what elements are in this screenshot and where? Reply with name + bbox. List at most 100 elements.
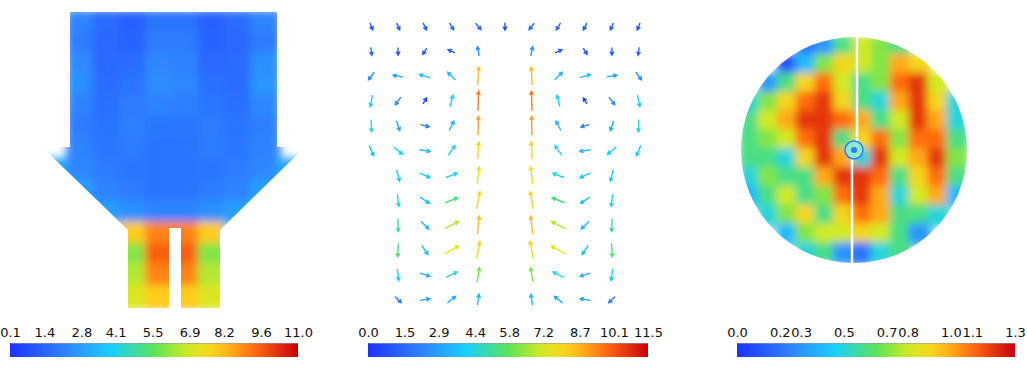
vector-arrow <box>637 120 641 132</box>
vector-arrow <box>609 170 613 181</box>
vector-arrow <box>477 167 481 183</box>
vector-arrow <box>396 269 400 281</box>
vector-arrow <box>556 23 560 30</box>
tick: 0.5 <box>834 325 855 343</box>
tick: 1.3 <box>1005 325 1026 343</box>
vector-arrow <box>448 72 456 80</box>
cell <box>119 285 149 310</box>
cell <box>93 221 123 246</box>
tick-label: 10.1 <box>600 325 629 340</box>
vector-arrow <box>397 170 401 181</box>
tick: 11.5 <box>634 325 663 343</box>
center-rod <box>498 36 522 312</box>
vector-arrow <box>529 192 533 209</box>
vector-arrow <box>637 23 641 30</box>
tick-label: 1.0 <box>941 325 962 340</box>
cell <box>250 179 280 204</box>
tick: 8.2 <box>214 325 235 343</box>
vector-arrow <box>423 23 427 30</box>
vector-arrow <box>476 116 480 135</box>
vector-arrow <box>610 47 614 55</box>
cell <box>66 179 96 204</box>
vector-arrow <box>449 121 454 131</box>
vector-arrow <box>420 273 430 277</box>
vector-arrow <box>581 197 590 203</box>
vector-arrow <box>580 173 590 178</box>
vector-arrow <box>477 142 481 159</box>
vector-arrow <box>421 221 429 229</box>
vector-arrow <box>477 67 481 85</box>
vector-arrow <box>554 296 562 303</box>
vector-arrow <box>580 297 590 301</box>
tick-label: 0.0 <box>358 325 379 340</box>
vector-arrow <box>530 47 534 56</box>
vector-arrow <box>503 23 507 30</box>
vector-arrow <box>369 95 373 106</box>
vector-arrow <box>422 245 428 254</box>
vector-arrow <box>395 296 401 302</box>
vector-arrow <box>370 120 374 132</box>
colorbar-axis: 0.01.52.94.45.87.28.710.111.5 <box>358 325 663 344</box>
tick: 2.9 <box>429 325 450 343</box>
tick-label: 1.4 <box>35 325 56 340</box>
tick: 6.9 <box>180 325 201 343</box>
vector-arrow <box>610 219 614 232</box>
tick-label: 0.8 <box>898 325 919 340</box>
vector-arrow <box>610 194 614 206</box>
vector-arrow <box>582 245 588 254</box>
vector-arrow <box>444 246 458 254</box>
tick: 4.4 <box>465 325 486 343</box>
vector-arrow <box>447 296 455 303</box>
vector-arrow <box>396 47 400 55</box>
vector-arrow <box>477 91 481 110</box>
tick-label: 0.3 <box>791 325 812 340</box>
cell <box>66 200 96 225</box>
vector-arrow <box>529 167 533 183</box>
tick: 1.0 <box>941 325 962 343</box>
vector-arrow <box>420 197 429 203</box>
vector-arrow <box>393 74 403 78</box>
vector-arrow <box>608 147 617 154</box>
vector-arrow <box>609 296 615 302</box>
figure: 0.11.42.84.15.56.98.29.611.00.01.52.94.4… <box>0 0 1027 387</box>
vector-arrow <box>529 241 533 258</box>
vector-arrow <box>476 47 480 56</box>
vector-arrow <box>610 243 614 257</box>
vector-arrow <box>555 49 562 53</box>
vector-arrow <box>552 197 565 202</box>
tick-label: 1.1 <box>962 325 983 340</box>
vector-arrow <box>583 48 587 54</box>
vector-arrow <box>423 98 427 104</box>
vector-arrow <box>529 268 533 282</box>
tick-label: 11.0 <box>284 325 313 340</box>
cell <box>224 200 254 225</box>
vector-arrow <box>420 297 430 301</box>
vector-arrow <box>580 74 591 78</box>
vector-arrow <box>556 121 561 131</box>
center-rod-core <box>851 147 857 153</box>
tick: 2.8 <box>71 325 92 343</box>
panel: 0.00.20.30.50.70.81.01.11.3 <box>727 35 1026 357</box>
tick: 9.6 <box>251 325 272 343</box>
tick-label: 5.5 <box>143 325 164 340</box>
vector-arrow <box>552 222 566 229</box>
cell <box>224 221 254 246</box>
tick: 10.1 <box>600 325 629 343</box>
tick-label: 1.3 <box>1005 325 1026 340</box>
panel: 0.01.52.94.45.87.28.710.111.5 <box>358 23 663 357</box>
vector-arrow <box>421 124 430 128</box>
vector-arrow <box>529 216 533 234</box>
colorbar <box>368 343 648 357</box>
axis-line <box>369 343 649 344</box>
vector-arrow <box>553 272 564 278</box>
tick: 1.5 <box>395 325 416 343</box>
vector-arrow <box>369 145 374 155</box>
vector-arrow <box>396 194 400 206</box>
tick-label: 1.5 <box>395 325 416 340</box>
vector-arrow <box>449 23 453 30</box>
vector-arrow <box>551 246 565 254</box>
tick: 7.2 <box>533 325 554 343</box>
tick: 0.1 <box>0 325 21 343</box>
vector-arrow <box>580 149 591 153</box>
vector-arrow <box>636 72 642 80</box>
